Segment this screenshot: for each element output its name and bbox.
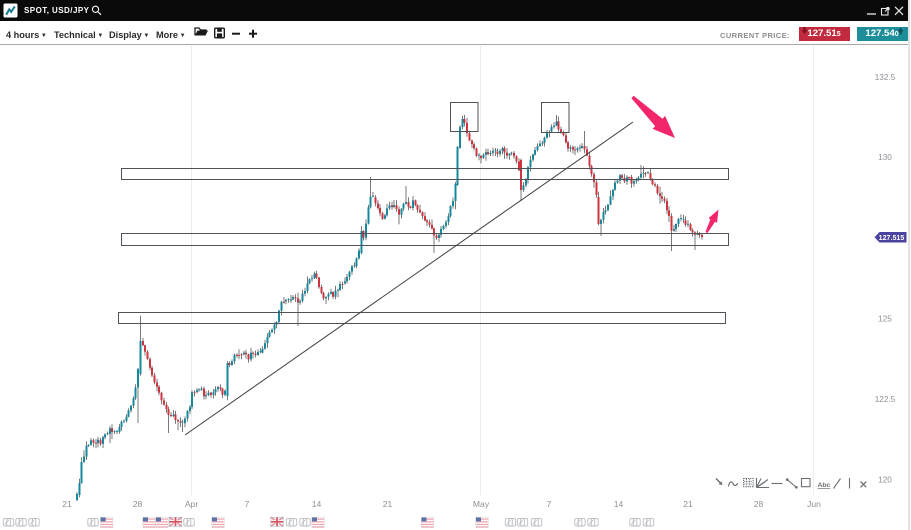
svg-text:21: 21 <box>62 499 72 509</box>
svg-text:Jun: Jun <box>807 499 821 509</box>
svg-text:21: 21 <box>383 499 393 509</box>
svg-text:7: 7 <box>245 499 250 509</box>
svg-text:28: 28 <box>133 499 143 509</box>
svg-text:127.515: 127.515 <box>879 234 905 242</box>
svg-text:7: 7 <box>547 499 552 509</box>
svg-text:28: 28 <box>754 499 764 509</box>
svg-text:122.5: 122.5 <box>875 395 896 404</box>
svg-text:130: 130 <box>878 153 892 162</box>
svg-text:132.5: 132.5 <box>875 73 896 82</box>
svg-text:21: 21 <box>683 499 693 509</box>
svg-text:May: May <box>473 499 490 509</box>
svg-text:14: 14 <box>312 499 322 509</box>
svg-text:Abc: Abc <box>818 482 831 489</box>
svg-text:Apr: Apr <box>185 499 199 509</box>
svg-text:14: 14 <box>614 499 624 509</box>
svg-text:120: 120 <box>878 476 892 485</box>
svg-text:125: 125 <box>878 315 892 324</box>
